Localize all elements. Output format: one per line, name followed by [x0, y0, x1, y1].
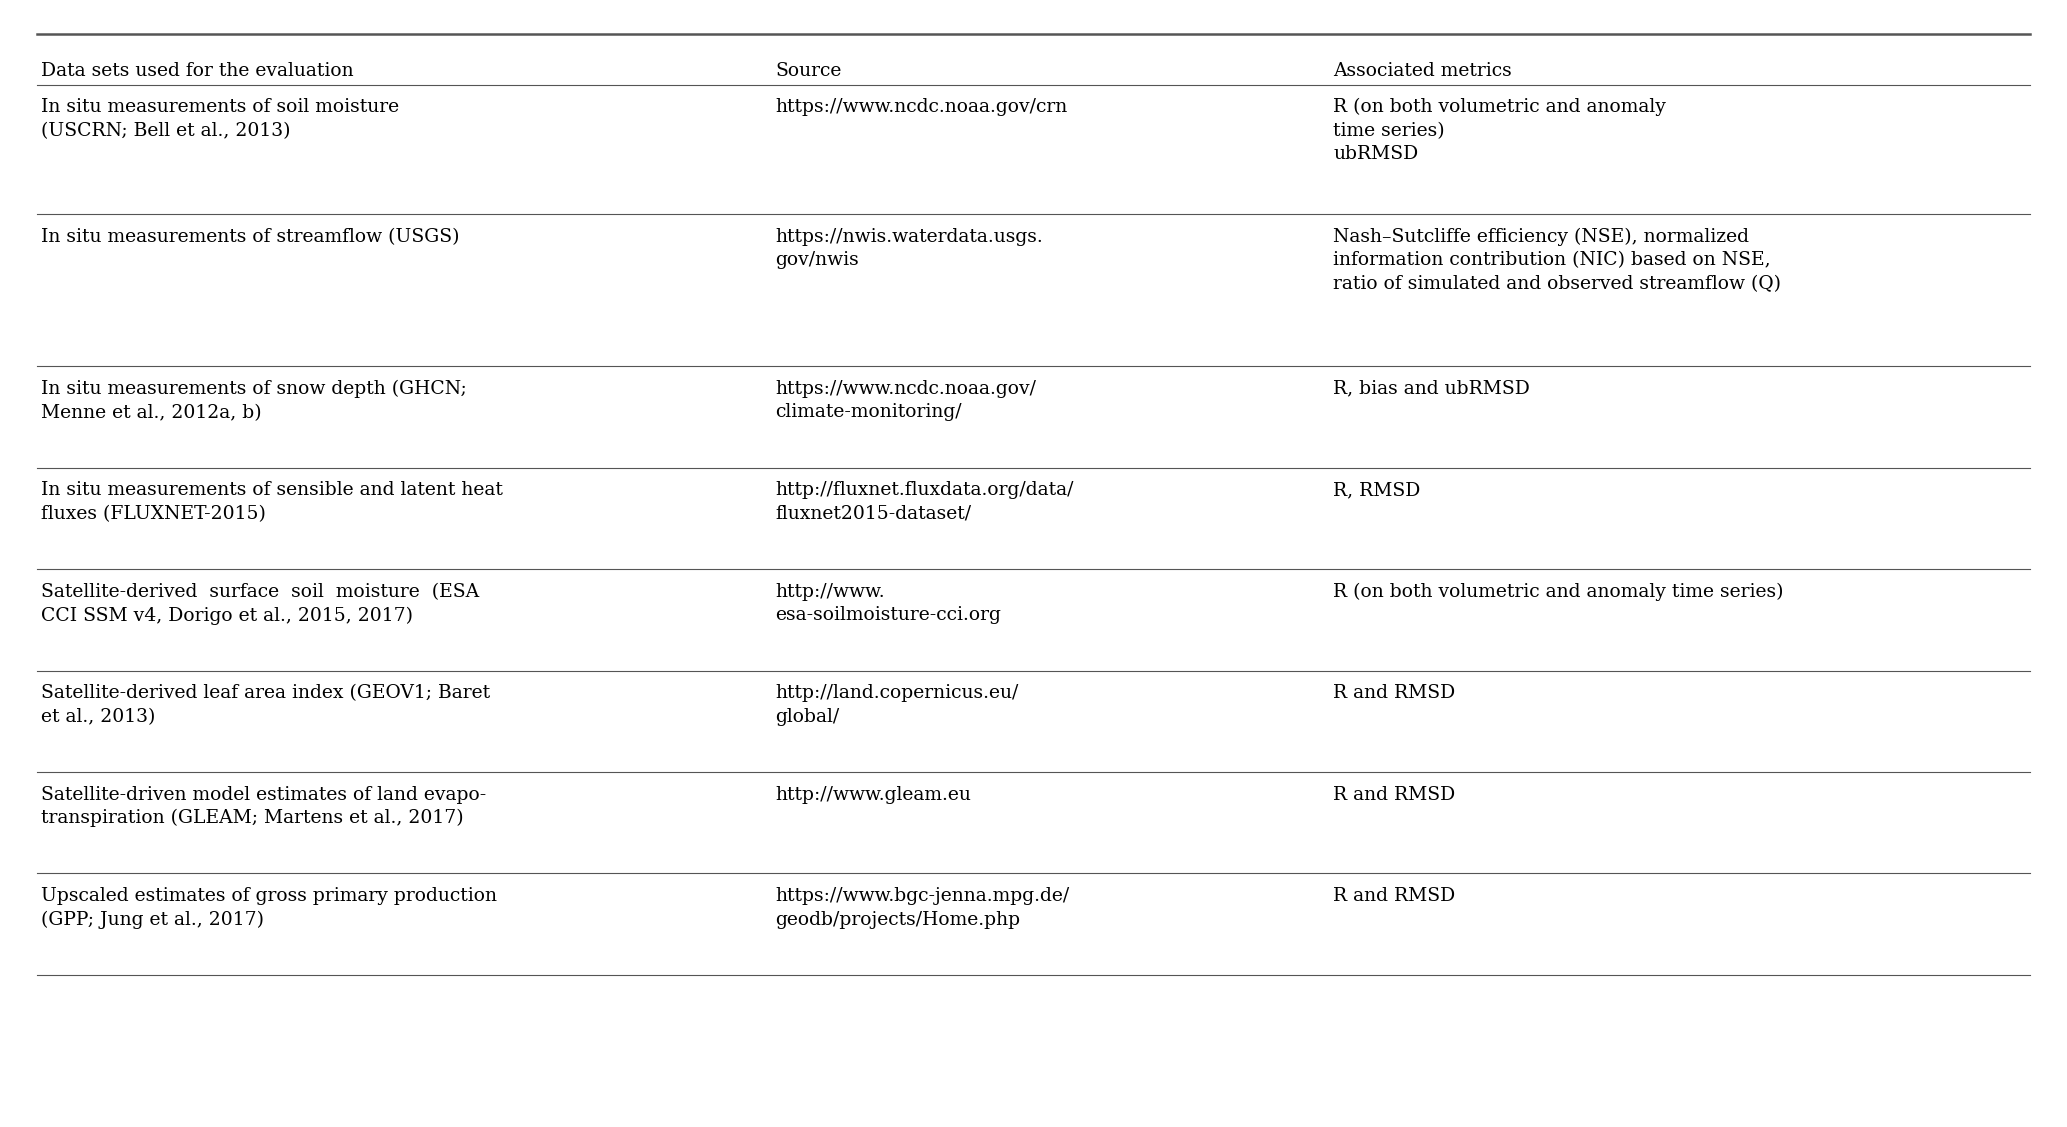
Text: In situ measurements of snow depth (GHCN;
Menne et al., 2012a, b): In situ measurements of snow depth (GHCN…	[41, 380, 467, 421]
Text: Upscaled estimates of gross primary production
(GPP; Jung et al., 2017): Upscaled estimates of gross primary prod…	[41, 887, 498, 929]
Text: R, RMSD: R, RMSD	[1333, 481, 1420, 499]
Text: In situ measurements of sensible and latent heat
fluxes (FLUXNET-2015): In situ measurements of sensible and lat…	[41, 481, 502, 523]
Text: http://www.
esa-soilmoisture-cci.org: http://www. esa-soilmoisture-cci.org	[775, 583, 1000, 624]
Text: Satellite-derived leaf area index (GEOV1; Baret
et al., 2013): Satellite-derived leaf area index (GEOV1…	[41, 684, 490, 726]
Text: Source: Source	[775, 62, 841, 80]
Text: In situ measurements of streamflow (USGS): In situ measurements of streamflow (USGS…	[41, 228, 459, 246]
Text: https://www.ncdc.noaa.gov/crn: https://www.ncdc.noaa.gov/crn	[775, 98, 1067, 116]
Text: http://land.copernicus.eu/
global/: http://land.copernicus.eu/ global/	[775, 684, 1019, 726]
Text: https://www.bgc-jenna.mpg.de/
geodb/projects/Home.php: https://www.bgc-jenna.mpg.de/ geodb/proj…	[775, 887, 1069, 929]
Text: In situ measurements of soil moisture
(USCRN; Bell et al., 2013): In situ measurements of soil moisture (U…	[41, 98, 399, 140]
Text: Satellite-derived  surface  soil  moisture  (ESA
CCI SSM v4, Dorigo et al., 2015: Satellite-derived surface soil moisture …	[41, 583, 480, 624]
Text: R, bias and ubRMSD: R, bias and ubRMSD	[1333, 380, 1530, 398]
Text: R (on both volumetric and anomaly
time series)
ubRMSD: R (on both volumetric and anomaly time s…	[1333, 98, 1666, 163]
Text: http://www.gleam.eu: http://www.gleam.eu	[775, 786, 971, 804]
Text: R and RMSD: R and RMSD	[1333, 887, 1455, 905]
Text: https://www.ncdc.noaa.gov/
climate-monitoring/: https://www.ncdc.noaa.gov/ climate-monit…	[775, 380, 1036, 421]
Text: R and RMSD: R and RMSD	[1333, 684, 1455, 702]
Text: R (on both volumetric and anomaly time series): R (on both volumetric and anomaly time s…	[1333, 583, 1784, 601]
Text: Associated metrics: Associated metrics	[1333, 62, 1511, 80]
Text: Satellite-driven model estimates of land evapo-
transpiration (GLEAM; Martens et: Satellite-driven model estimates of land…	[41, 786, 486, 827]
Text: R and RMSD: R and RMSD	[1333, 786, 1455, 804]
Text: Data sets used for the evaluation: Data sets used for the evaluation	[41, 62, 353, 80]
Text: Nash–Sutcliffe efficiency (NSE), normalized
information contribution (NIC) based: Nash–Sutcliffe efficiency (NSE), normali…	[1333, 228, 1782, 293]
Text: https://nwis.waterdata.usgs.
gov/nwis: https://nwis.waterdata.usgs. gov/nwis	[775, 228, 1044, 269]
Text: http://fluxnet.fluxdata.org/data/
fluxnet2015-dataset/: http://fluxnet.fluxdata.org/data/ fluxne…	[775, 481, 1073, 523]
